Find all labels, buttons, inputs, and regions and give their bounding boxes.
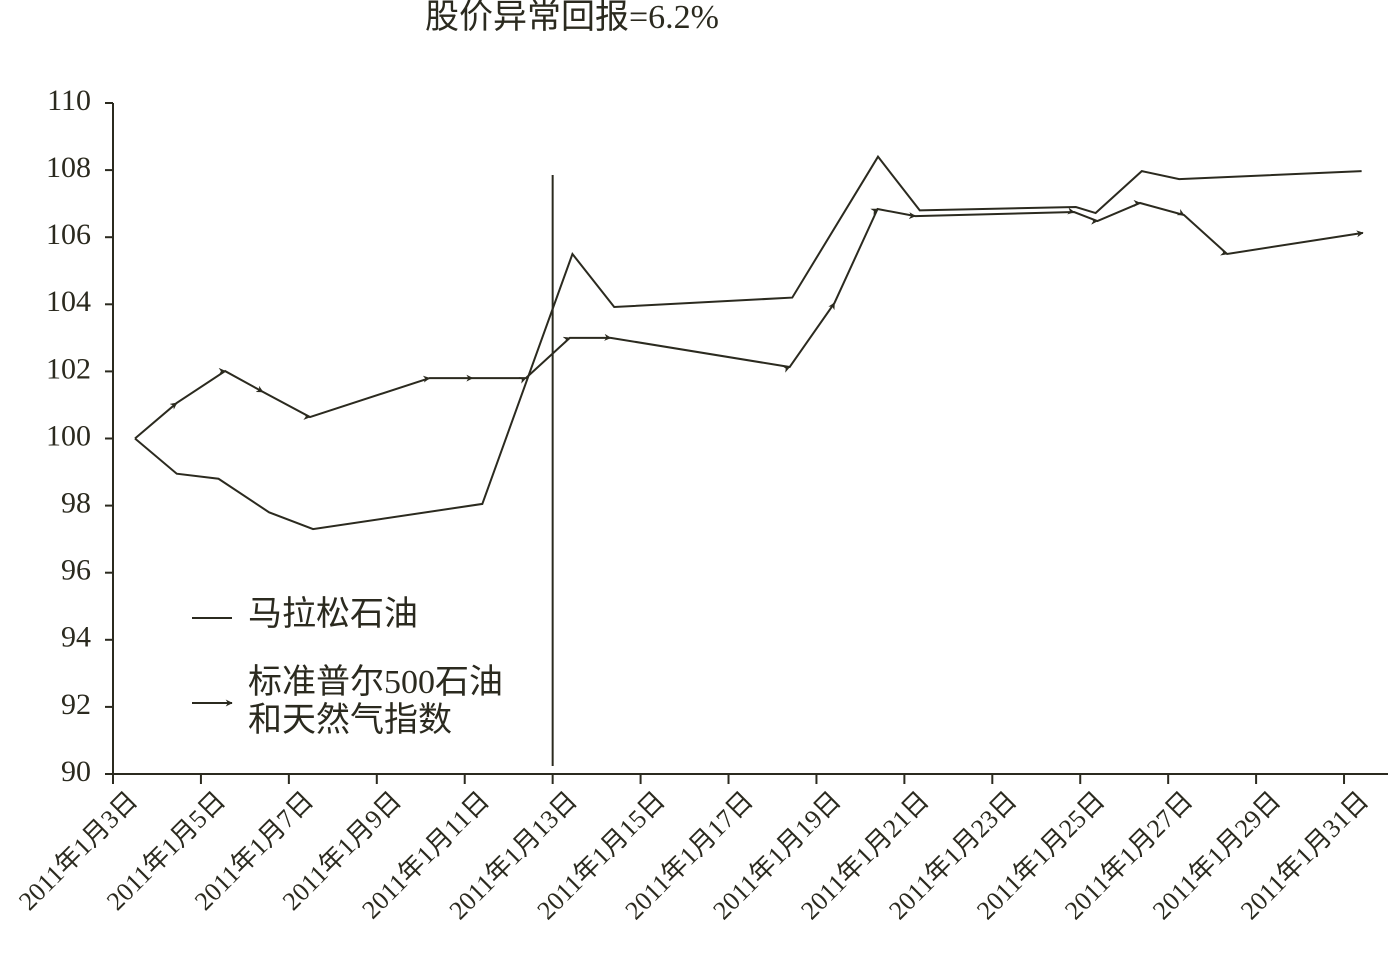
y-tick-label: 92: [61, 688, 91, 721]
y-tick-label: 102: [46, 352, 91, 385]
y-tick-label: 98: [61, 486, 91, 519]
chart-title: 股价异常回报=6.2%: [425, 0, 719, 36]
y-tick-label: 94: [61, 621, 91, 654]
y-tick-label: 108: [46, 151, 91, 184]
y-tick-label: 110: [47, 84, 91, 117]
y-tick-label: 90: [61, 755, 91, 788]
y-tick-label: 96: [61, 554, 91, 587]
legend-label: 马拉松石油: [248, 596, 418, 633]
y-tick-label: 106: [46, 218, 91, 251]
series-line: [134, 199, 1364, 440]
y-tick-label: 100: [46, 419, 91, 452]
legend-label: 标准普尔500石油和天然气指数: [248, 664, 503, 739]
y-tick-label: 104: [46, 285, 91, 318]
